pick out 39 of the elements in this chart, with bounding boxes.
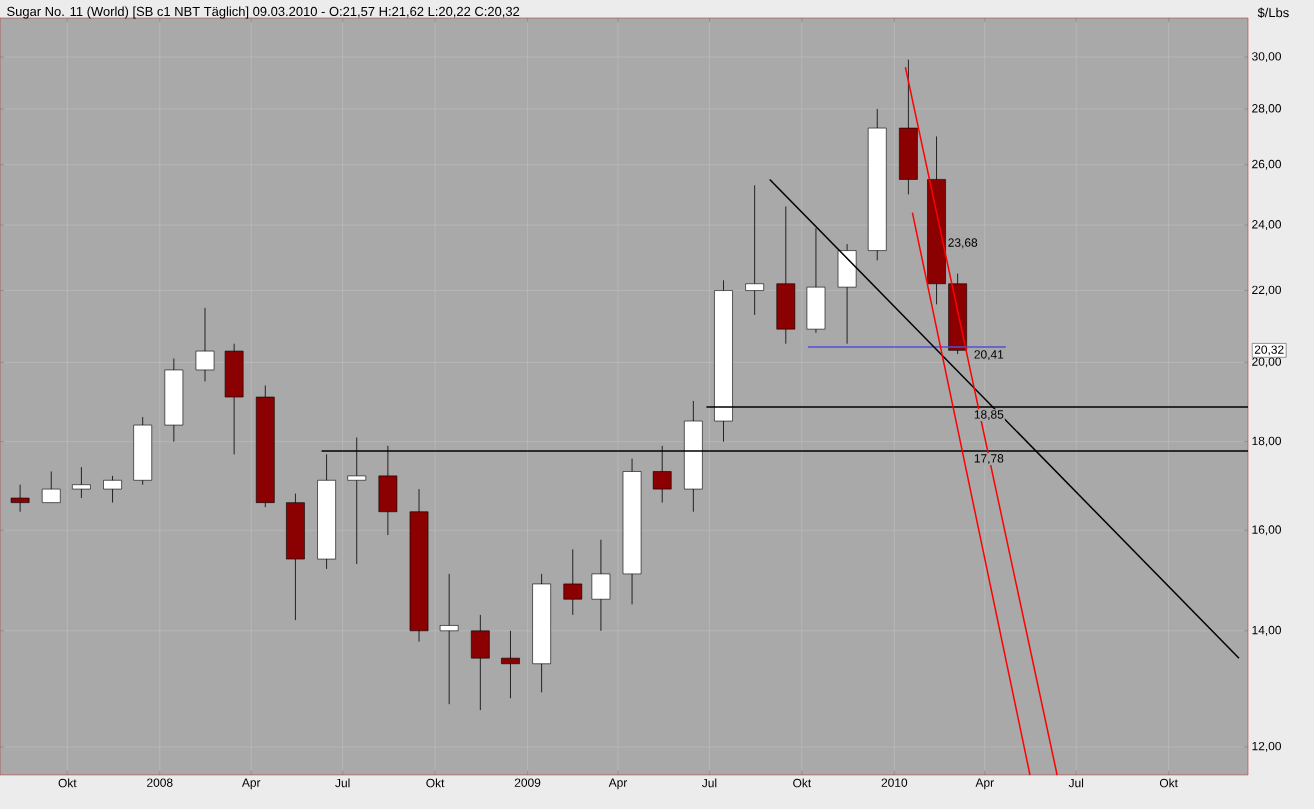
candlestick [41,471,61,504]
text: 20,32 [1254,345,1284,356]
y-tick-label: 14,00 [1252,625,1282,636]
candlestick [10,484,30,513]
x-tick-label: Okt [58,778,77,788]
y-tick-label: 20,00 [1252,357,1282,368]
x-tick-label: Apr [975,778,994,790]
y-tick-label: 26,00 [1252,159,1282,170]
y-axis-title: $/Lbs [1257,7,1289,18]
annotation: 23,68 [948,238,978,249]
annotation: 20,41 [974,350,1004,361]
x-tick-label: Apr [608,778,628,790]
x-tick-label: 2008 [147,778,173,787]
candlestick [563,548,583,616]
y-tick-label: 30,00 [1252,52,1282,63]
x-tick-label: Jul [1068,778,1084,788]
annotation: 17,78 [974,454,1004,464]
x-tick-label: Okt [426,778,445,788]
x-tick-label: 2009 [514,778,541,787]
y-tick-label: 16,00 [1252,525,1282,536]
y-tick-label: 28,00 [1252,104,1282,114]
annotation: 18,85 [974,410,1004,421]
candlestick [195,307,215,382]
candlestick [745,184,764,316]
y-tick-label: 22,00 [1252,285,1282,296]
x-tick-label: Jul [701,778,717,788]
chart-title: Sugar No. 11 (World) [SB c1 NBT Täglich] 09.03.2010 - O:21,57 H:21,62 L:20,22 C:20,32 [7,6,520,19]
x-tick-label: Okt [793,778,812,788]
y-tick-label: 12,00 [1252,741,1282,752]
x-tick-label: Jul [335,778,350,788]
x-tick-label: Okt [1159,778,1178,788]
y-tick-label: 18,00 [1252,436,1282,447]
y-tick-label: 24,00 [1252,220,1282,230]
candlestick [72,466,91,499]
x-tick-label: 2010 [881,778,908,787]
candlestick [439,573,459,705]
candlestick [501,630,520,699]
x-tick-label: Apr [241,778,261,790]
candlestick [103,475,122,504]
